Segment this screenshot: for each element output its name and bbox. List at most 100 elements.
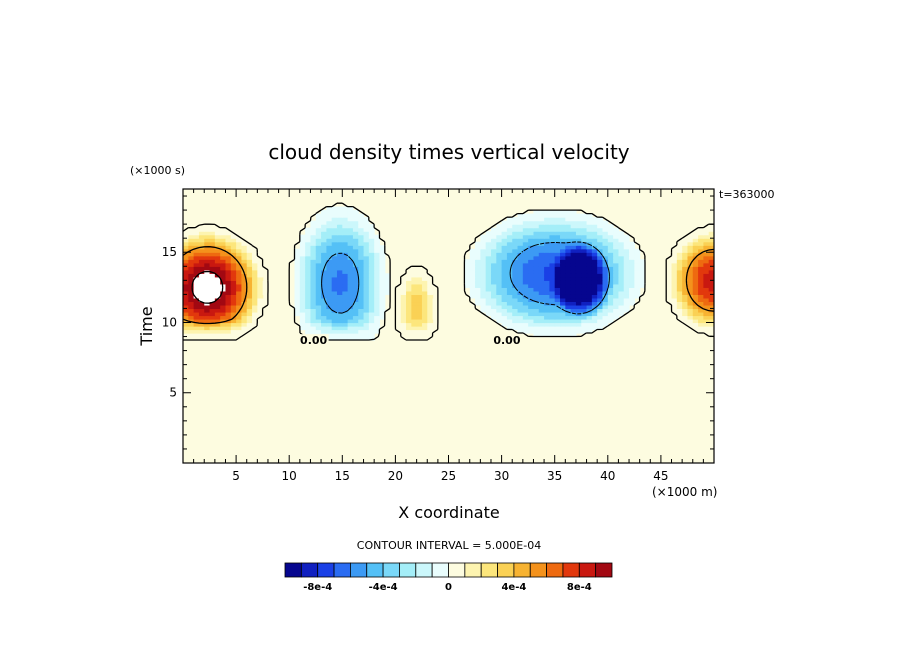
heatmap-cell — [427, 304, 434, 310]
heatmap-cell — [554, 326, 561, 331]
heatmap-cell — [188, 315, 195, 320]
heatmap-cell — [469, 262, 476, 267]
heatmap-cell — [358, 290, 365, 295]
heatmap-cell — [374, 315, 381, 320]
heatmap-cell — [506, 224, 513, 229]
heatmap-cell — [597, 304, 604, 310]
heatmap-cell — [522, 294, 529, 299]
heatmap-cell — [597, 269, 604, 274]
heatmap-cell — [602, 287, 609, 292]
heatmap-cell — [490, 287, 497, 292]
heatmap-cell — [384, 283, 391, 288]
heatmap-cell — [294, 255, 301, 260]
heatmap-cell — [629, 297, 635, 303]
heatmap-cell — [575, 241, 582, 246]
heatmap-cell — [315, 262, 322, 267]
heatmap-cell — [411, 318, 418, 324]
heatmap-cell — [326, 255, 333, 260]
heatmap-cell — [321, 326, 327, 331]
heatmap-cell — [321, 234, 327, 239]
heatmap-cell — [533, 304, 540, 310]
heatmap-cell — [692, 262, 699, 267]
heatmap-cell — [597, 283, 604, 288]
heatmap-cell — [469, 273, 476, 278]
heatmap-cell — [214, 266, 221, 271]
heatmap-cell — [331, 255, 338, 260]
heatmap-cell — [305, 234, 312, 239]
heatmap-cell — [236, 294, 243, 299]
heatmap-cell — [204, 333, 211, 338]
heatmap-cell — [342, 273, 349, 278]
heatmap-cell — [315, 255, 322, 260]
heatmap-cell — [613, 252, 620, 257]
heatmap-cell — [464, 262, 471, 267]
heatmap-cell — [315, 290, 322, 295]
heatmap-cell — [411, 304, 418, 310]
heatmap-cell — [490, 245, 497, 250]
heatmap-cell — [544, 297, 550, 303]
contour-label: 0.00 — [493, 334, 520, 347]
heatmap-cell — [485, 241, 492, 246]
heatmap-cell — [305, 259, 312, 264]
heatmap-cell — [496, 227, 503, 232]
heatmap-cell — [544, 322, 550, 327]
heatmap-cell — [416, 273, 423, 278]
heatmap-cell — [204, 259, 211, 264]
heatmap-cell — [549, 318, 556, 324]
heatmap-cell — [682, 269, 689, 274]
heatmap-cell — [560, 283, 566, 288]
heatmap-cell — [512, 262, 519, 267]
heatmap-cell — [629, 266, 635, 271]
heatmap-cell — [629, 255, 635, 260]
heatmap-cell — [538, 326, 545, 331]
heatmap-cell — [246, 308, 253, 313]
heatmap-cell — [602, 301, 609, 306]
heatmap-cell — [565, 269, 572, 274]
heatmap-cell — [496, 259, 503, 264]
heatmap-cell — [209, 311, 216, 317]
heatmap-cell — [538, 220, 545, 225]
heatmap-cell — [560, 220, 566, 225]
heatmap-cell — [209, 231, 216, 236]
heatmap-cell — [331, 329, 338, 334]
heatmap-cell — [506, 276, 513, 281]
heatmap-cell — [597, 245, 604, 250]
heatmap-cell — [575, 217, 582, 222]
heatmap-cell — [671, 304, 678, 310]
heatmap-cell — [581, 259, 588, 264]
heatmap-cell — [522, 224, 529, 229]
heatmap-cell — [193, 308, 200, 313]
heatmap-cell — [225, 311, 232, 317]
heatmap-cell — [299, 297, 306, 303]
heatmap-cell — [517, 238, 524, 243]
heatmap-cell — [490, 252, 497, 257]
heatmap-cell — [613, 297, 620, 303]
heatmap-cell — [336, 301, 343, 306]
heatmap-cell — [671, 252, 678, 257]
heatmap-cell — [496, 318, 503, 324]
heatmap-cell — [485, 245, 492, 250]
heatmap-cell — [501, 301, 508, 306]
heatmap-cell — [517, 273, 524, 278]
heatmap-cell — [506, 252, 513, 257]
heatmap-cell — [416, 294, 423, 299]
heatmap-cell — [544, 287, 550, 292]
heatmap-cell — [698, 315, 704, 320]
heatmap-cell — [544, 276, 550, 281]
heatmap-cell — [687, 315, 694, 320]
heatmap-cell — [676, 245, 683, 250]
heatmap-cell — [570, 245, 577, 250]
heatmap-cell — [326, 283, 333, 288]
heatmap-cell — [581, 238, 588, 243]
heatmap-cell — [183, 294, 189, 299]
heatmap-cell — [586, 248, 593, 253]
heatmap-cell — [321, 301, 327, 306]
heatmap-cell — [544, 311, 550, 317]
heatmap-cell — [676, 255, 683, 260]
heatmap-cell — [464, 280, 471, 285]
heatmap-cell — [554, 266, 561, 271]
heatmap-cell — [565, 217, 572, 222]
heatmap-cell — [347, 252, 354, 257]
heatmap-cell — [294, 283, 301, 288]
heatmap-cell — [236, 273, 243, 278]
